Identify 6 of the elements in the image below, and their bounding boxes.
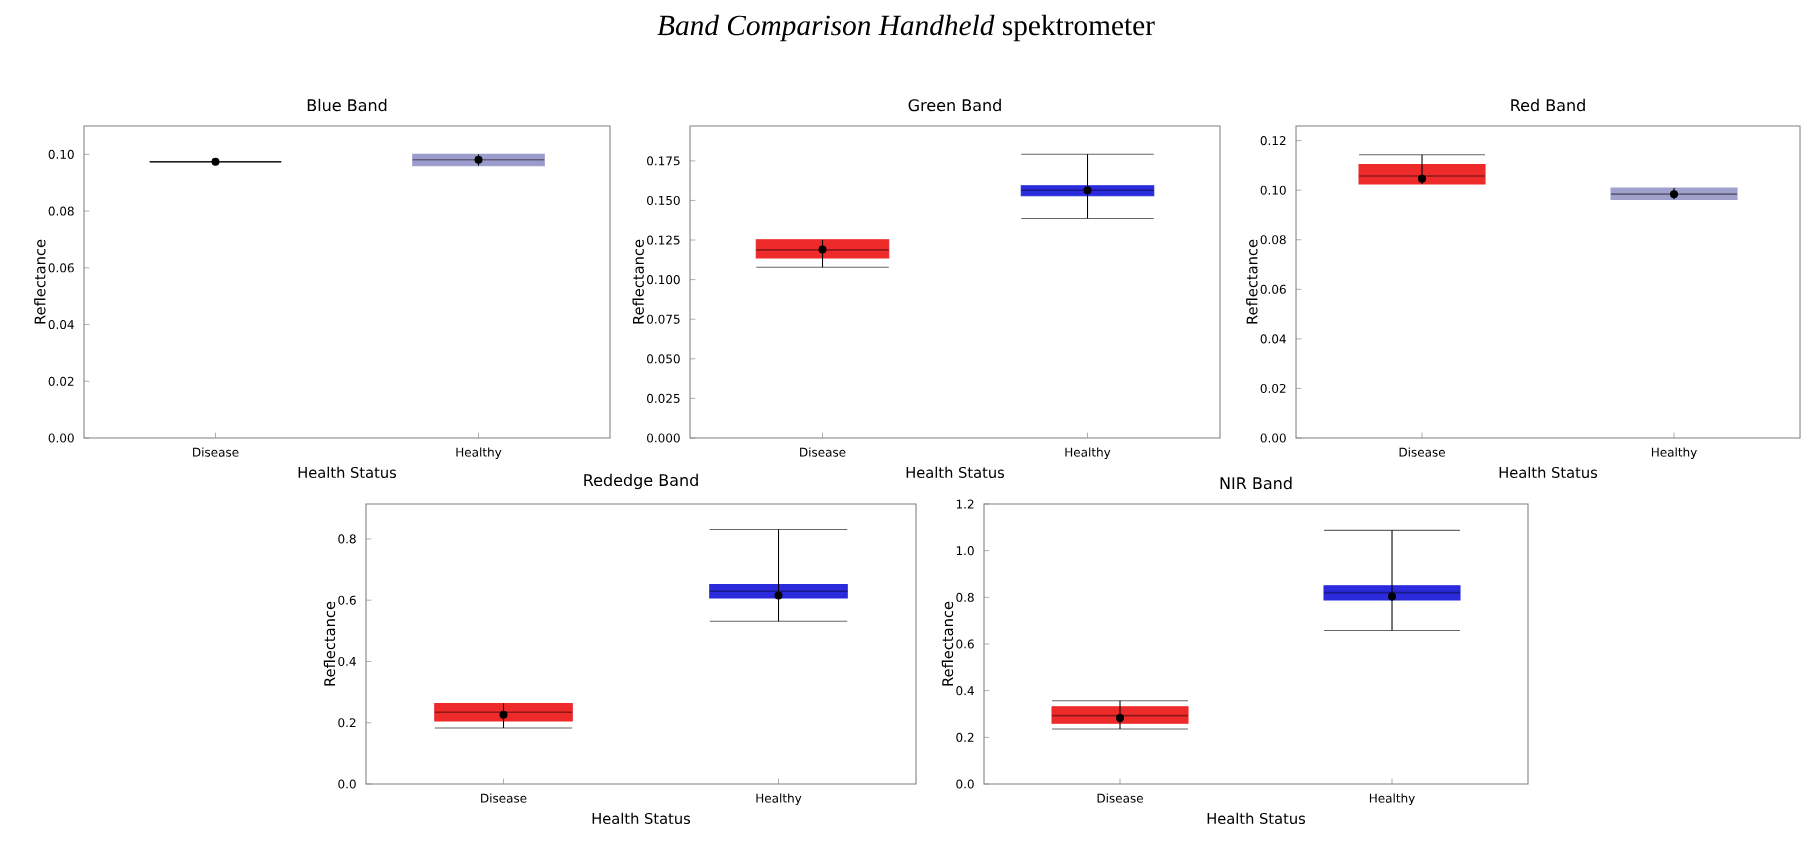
chart-title: Red Band xyxy=(1511,98,1585,112)
chart-title: NIR Band xyxy=(1220,476,1292,490)
chart-title: Green Band xyxy=(908,98,1001,112)
text: Band Comparison Handheld spektrometer xyxy=(657,14,1155,42)
chart-title: Blue Band xyxy=(307,98,387,112)
chart-title: Rededge Band xyxy=(584,473,698,490)
